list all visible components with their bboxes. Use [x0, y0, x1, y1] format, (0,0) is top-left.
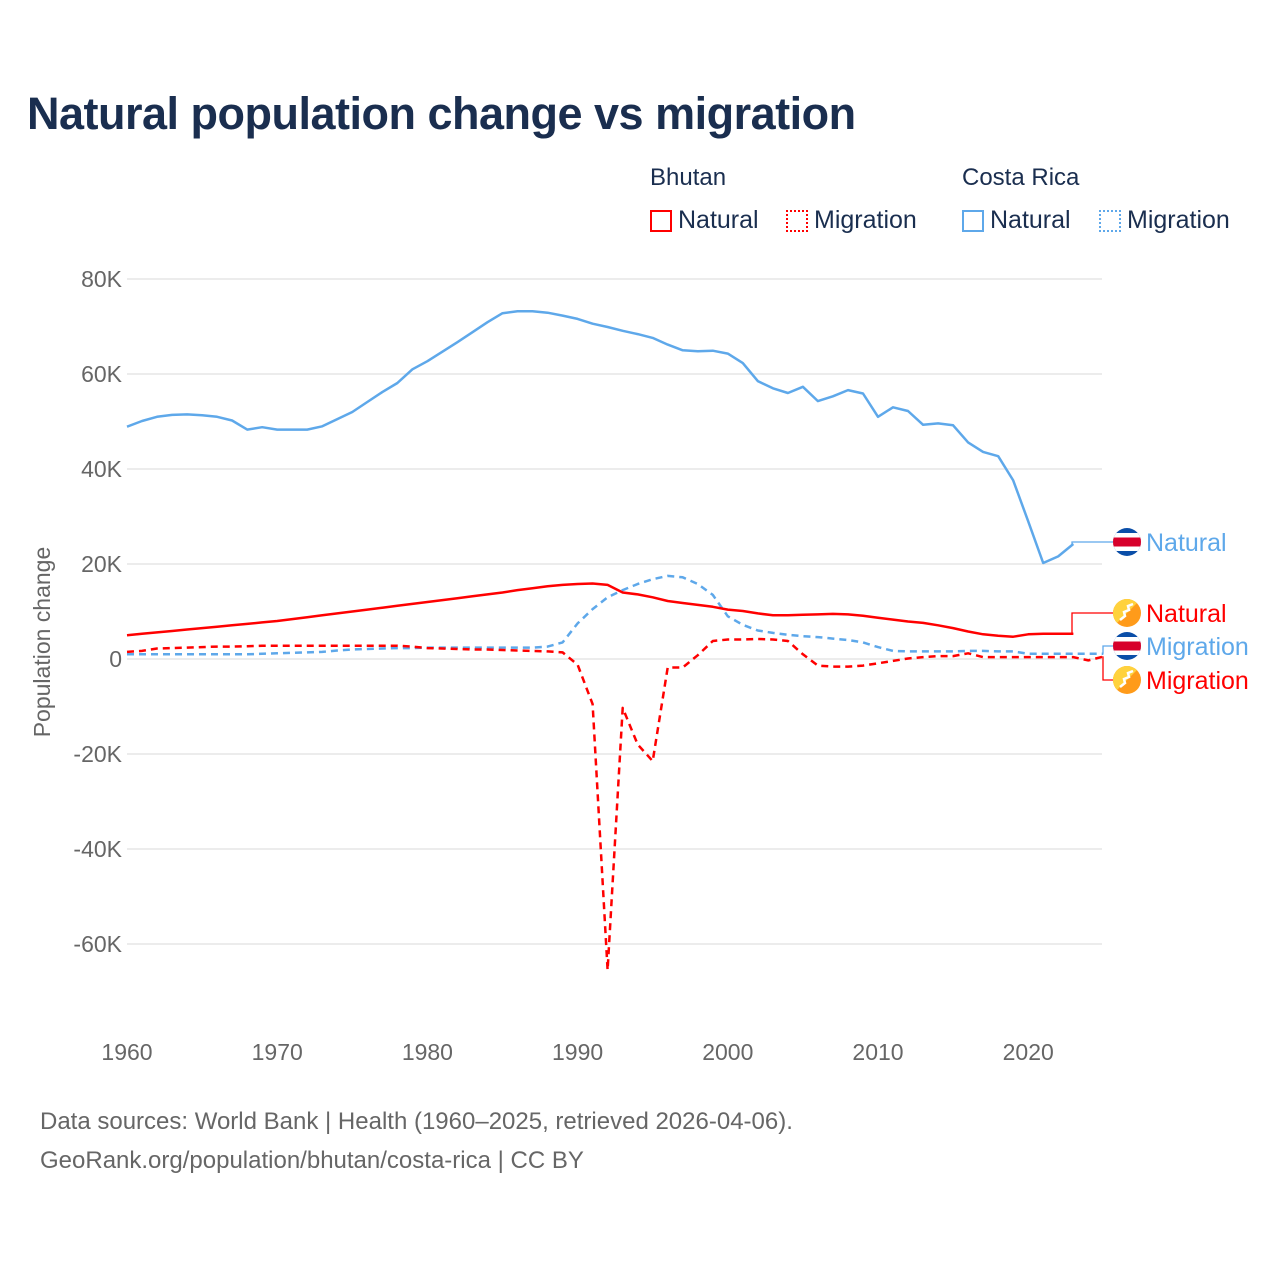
y-tick-label: 60K [81, 361, 123, 387]
y-tick-label: -60K [73, 931, 122, 957]
flag-clip [1113, 528, 1141, 556]
y-tick-label: 80K [81, 266, 123, 292]
series-line-bhutan-migration [126, 637, 1104, 972]
flag-field [1113, 666, 1141, 694]
series-line-costa-rica-migration [127, 574, 1104, 656]
end-label: Natural [1146, 600, 1227, 628]
x-tick-label: 1960 [101, 1039, 152, 1065]
end-label: Migration [1146, 633, 1249, 661]
x-tick-label: 2000 [702, 1039, 753, 1065]
legend-item-costa-rica-natural[interactable]: Natural [962, 206, 1071, 235]
series-line-costa-rica-natural [126, 310, 1075, 565]
flag-clip [1113, 599, 1141, 627]
bhutan-flag-icon [1113, 599, 1141, 627]
legend-swatch-dotted-icon [786, 209, 808, 232]
dragon-shape [1119, 602, 1134, 621]
legend-item-bhutan-migration[interactable]: Migration [786, 206, 917, 235]
x-tick-label: 1990 [552, 1039, 603, 1065]
end-label: Migration [1146, 667, 1249, 695]
bhutan-flag-icon [1113, 666, 1141, 694]
legend-label: Migration [814, 206, 917, 234]
label-connector [1102, 655, 1114, 681]
x-tick-label: 1970 [252, 1039, 303, 1065]
legend-swatch-dotted-icon [1099, 209, 1121, 232]
flag-field [1113, 599, 1141, 627]
label-connector [1102, 645, 1114, 655]
legend-group-costa-rica: Costa Rica [962, 164, 1080, 191]
y-tick-label: 40K [81, 456, 123, 482]
flag-clip [1113, 666, 1141, 694]
x-tick-label: 2020 [1003, 1039, 1054, 1065]
legend-item-costa-rica-migration[interactable]: Migration [1099, 206, 1230, 235]
x-tick-label: 1980 [402, 1039, 453, 1065]
flag-stripe [1113, 528, 1141, 556]
flag-field [1113, 666, 1141, 694]
flag-stripe [1113, 537, 1141, 547]
footer-sources: Data sources: World Bank | Health (1960–… [40, 1108, 793, 1135]
flag-field [1113, 599, 1141, 627]
legend-label: Migration [1127, 206, 1230, 234]
flag-stripe [1113, 637, 1141, 655]
legend-label: Natural [990, 206, 1071, 234]
chart-title: Natural population change vs migration [27, 88, 856, 139]
end-label: Natural [1146, 529, 1227, 557]
costa-rica-flag-icon [1113, 528, 1141, 556]
y-tick-label: -40K [73, 836, 122, 862]
costa-rica-flag-icon [1113, 632, 1141, 660]
flag-stripe [1113, 641, 1141, 651]
label-connector [1071, 541, 1114, 545]
flag-clip [1113, 632, 1141, 660]
y-tick-label: -20K [73, 741, 122, 767]
legend-group-bhutan: Bhutan [650, 164, 727, 191]
series-line-bhutan-natural [126, 582, 1074, 638]
flag-stripe [1113, 533, 1141, 551]
y-axis-label: Population change [29, 547, 55, 738]
label-connector [1071, 612, 1114, 635]
flag-stripe [1113, 632, 1141, 660]
x-tick-label: 2010 [852, 1039, 903, 1065]
legend-swatch-solid-icon [962, 209, 984, 232]
legend-swatch-solid-icon [650, 209, 672, 232]
dragon-shape [1119, 669, 1134, 688]
footer-attribution: GeoRank.org/population/bhutan/costa-rica… [40, 1147, 584, 1174]
y-tick-label: 20K [81, 551, 123, 577]
legend-item-bhutan-natural[interactable]: Natural [650, 206, 759, 235]
y-tick-label: 0 [109, 646, 122, 672]
legend-label: Natural [678, 206, 759, 234]
